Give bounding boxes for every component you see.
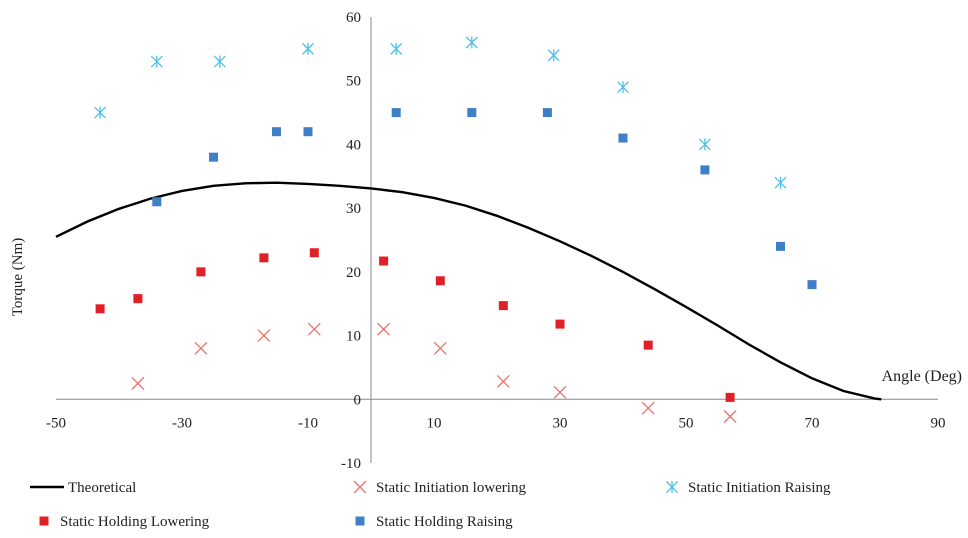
data-point: [467, 108, 477, 118]
series-4: [152, 108, 817, 290]
y-tick-label: 0: [354, 392, 362, 408]
data-point: [723, 410, 737, 423]
data-point: [433, 341, 447, 355]
legend-item: Static Initiation lowering: [353, 480, 526, 496]
y-tick-label: -10: [341, 456, 361, 472]
series-3: [95, 248, 735, 402]
data-point: [700, 165, 710, 175]
data-point: [150, 55, 163, 68]
y-tick-label: 20: [346, 265, 361, 281]
x-tick-label: 50: [679, 415, 694, 431]
x-axis-label: Angle (Deg): [882, 368, 962, 385]
data-point: [259, 253, 269, 263]
y-tick-label: 50: [346, 74, 361, 90]
legend-label: Theoretical: [68, 480, 136, 496]
data-point: [776, 241, 785, 251]
series-0: [55, 181, 882, 401]
legend-label: Static Holding Raising: [376, 514, 513, 530]
data-point: [390, 42, 403, 55]
axes: [56, 17, 938, 463]
data-point: [152, 197, 162, 207]
x-tick-label: -10: [298, 415, 318, 431]
data-point: [379, 256, 389, 266]
data-point: [542, 108, 552, 118]
legend-marker: [39, 516, 49, 526]
legend-item: Static Holding Raising: [355, 514, 513, 530]
legend-item: Static Holding Lowering: [39, 514, 210, 530]
x-tick-label: 70: [805, 415, 820, 431]
legend-label: Static Holding Lowering: [60, 514, 210, 530]
data-point: [641, 401, 655, 415]
data-point: [435, 276, 445, 286]
x-tick-label: -30: [172, 415, 192, 431]
data-point: [774, 176, 787, 189]
y-tick-label: 60: [346, 10, 361, 26]
x-tick-labels: -50 -30 -10 10 30 50 70 90: [46, 415, 946, 431]
data-point: [131, 376, 145, 390]
legend-label: Static Initiation lowering: [376, 480, 526, 496]
data-point: [391, 108, 401, 118]
data-point: [725, 392, 735, 402]
legend-item: Static Initiation Raising: [666, 480, 831, 496]
data-point: [307, 322, 321, 336]
data-point: [94, 106, 107, 119]
data-point: [807, 280, 817, 290]
theoretical-curve: [55, 181, 882, 401]
data-point: [377, 322, 391, 336]
legend-marker: [355, 516, 365, 526]
data-point: [643, 340, 653, 350]
data-point: [209, 152, 218, 162]
data-point: [257, 329, 271, 343]
legend: Theoretical Static Initiation lowering Sta…: [30, 480, 831, 530]
data-point: [698, 138, 711, 151]
y-tick-label: 30: [346, 201, 361, 217]
data-point: [302, 42, 314, 55]
data-point: [555, 319, 565, 329]
x-tick-label: 30: [553, 415, 568, 431]
data-point: [496, 374, 510, 388]
plot-area: [55, 36, 882, 423]
y-axis-label: Torque (Nm): [10, 238, 26, 317]
y-tick-labels: -10 0 10 20 30 40 50 60: [341, 10, 361, 472]
data-point: [272, 127, 281, 137]
data-point: [133, 294, 143, 304]
data-point: [553, 385, 567, 399]
series-1: [131, 322, 737, 423]
data-point: [498, 301, 508, 311]
y-tick-label: 10: [346, 329, 361, 345]
data-point: [465, 36, 478, 49]
data-point: [547, 49, 560, 62]
data-point: [617, 81, 629, 94]
data-point: [95, 304, 105, 314]
x-tick-label: 90: [931, 415, 946, 431]
legend-item: Theoretical: [30, 480, 136, 496]
series-2: [94, 36, 787, 189]
data-point: [618, 133, 628, 143]
y-tick-label: 40: [346, 137, 361, 153]
data-point: [309, 248, 319, 258]
data-point: [303, 127, 313, 137]
data-point: [194, 341, 208, 355]
legend-marker: [666, 481, 678, 493]
legend-marker: [353, 480, 367, 494]
data-point: [196, 267, 206, 277]
x-tick-label: -50: [46, 415, 66, 431]
data-point: [213, 55, 226, 68]
x-tick-label: 10: [427, 415, 442, 431]
legend-label: Static Initiation Raising: [688, 480, 831, 496]
